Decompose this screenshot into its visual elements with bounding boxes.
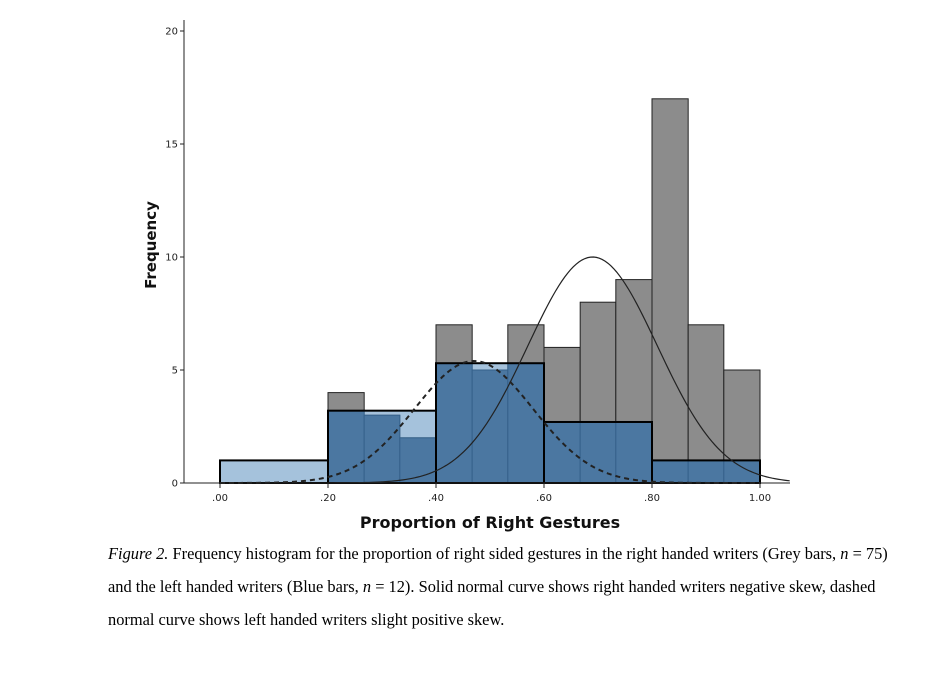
- caption-n-variable-2: n: [362, 577, 372, 596]
- overlap-bar-11: [687, 459, 725, 484]
- x-tick-label-1: .00: [212, 493, 228, 504]
- overlap-bar-2: [363, 414, 401, 484]
- overlap-bar-1: [327, 410, 365, 484]
- caption-text-c: = 12). Solid normal curve shows right ha…: [108, 577, 876, 629]
- x-tick-label-4: .60: [536, 493, 552, 504]
- y-axis-label: Frequency: [142, 201, 160, 289]
- x-axis-label: Proportion of Right Gestures: [360, 513, 620, 532]
- figure-caption: Figure 2. Frequency histogram for the pr…: [108, 537, 898, 636]
- y-tick-label-5: 5: [172, 366, 178, 377]
- y-tick-label-15: 15: [165, 140, 178, 151]
- overlap-bar-9: [615, 421, 653, 484]
- x-tick-label-5: .80: [644, 493, 660, 504]
- solid-normal-curve: [327, 256, 790, 484]
- caption-text-b: = 75) and the left handed writers (Blue …: [108, 544, 888, 596]
- overlap-bar-3: [399, 437, 437, 484]
- caption-n-variable-1: n: [840, 544, 849, 563]
- histogram-chart: 0 5 10 15 20 .00 .20 .40 .60 .80 1.00 Proportion o…: [142, 20, 790, 532]
- blue-bars-series: [219, 362, 761, 485]
- overlap-bar-10: [651, 459, 689, 484]
- axes: 0 5 10 15 20 .00 .20 .40 .60 .80 1.00: [165, 20, 790, 504]
- x-tick-label-6: 1.00: [749, 493, 771, 504]
- blue-bar-1: [220, 460, 328, 483]
- y-tick-label-20: 20: [165, 27, 178, 38]
- y-tick-label-10: 10: [165, 253, 178, 264]
- overlap-bar-7: [543, 421, 581, 484]
- y-tick-label-0: 0: [172, 479, 178, 490]
- overlap-bar-6: [507, 362, 545, 484]
- overlap-bar-4: [435, 362, 473, 484]
- x-tick-label-3: .40: [428, 493, 444, 504]
- dashed-normal-curve: [219, 359, 760, 484]
- grey-bar-10: [651, 98, 689, 484]
- x-tick-label-2: .20: [320, 493, 336, 504]
- caption-text-a: Frequency histogram for the proportion o…: [168, 544, 841, 563]
- overlap-bar-12: [723, 459, 761, 484]
- grey-bar-11: [687, 324, 725, 484]
- caption-figure-label: Figure 2.: [108, 544, 169, 563]
- overlap-bar-5: [471, 369, 509, 484]
- normal-curves: [219, 256, 790, 484]
